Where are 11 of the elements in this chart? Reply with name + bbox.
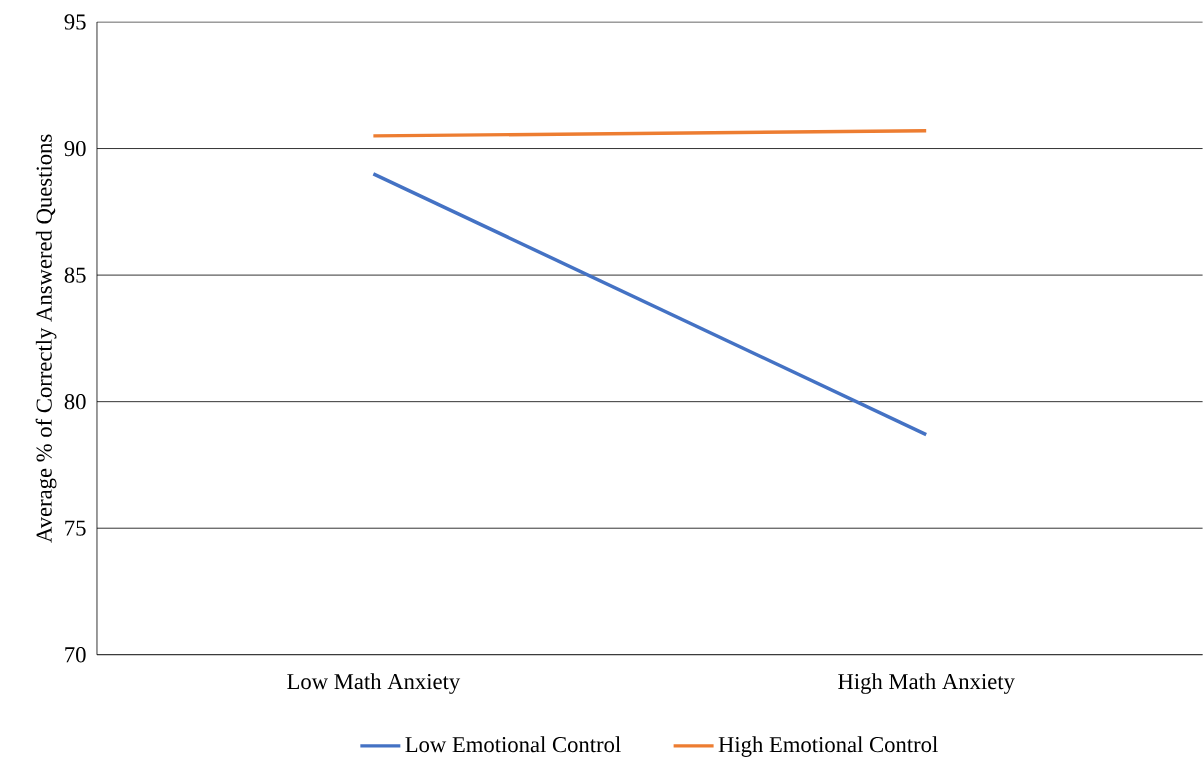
x-tick-label: Low Math Anxiety: [287, 673, 461, 694]
y-tick-label: 95: [64, 14, 86, 30]
y-tick-label: 90: [64, 141, 86, 157]
y-tick-label: 70: [65, 647, 86, 663]
y-axis-title: Average % of Correctly Answered Questions: [35, 134, 57, 543]
x-tick-label: High Math Anxiety: [838, 673, 1015, 694]
legend-label: High Emotional Control: [718, 736, 938, 758]
legend-label: Low Emotional Control: [405, 736, 621, 753]
y-tick-label: 75: [65, 520, 86, 536]
y-tick-label: 85: [64, 267, 86, 283]
y-tick-label: 80: [64, 394, 86, 410]
